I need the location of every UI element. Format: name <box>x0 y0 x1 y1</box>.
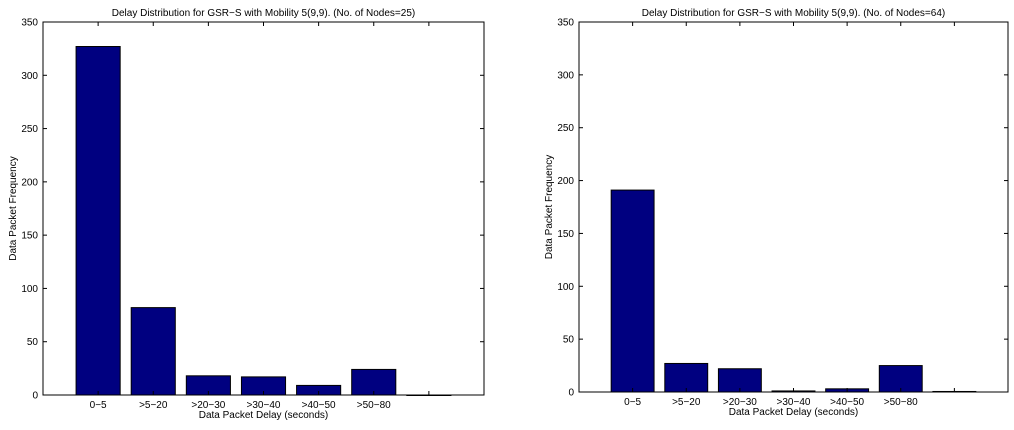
y-tick-label: 200 <box>557 176 574 187</box>
y-tick-label: 250 <box>21 124 38 135</box>
chart-title: Delay Distribution for GSR−S with Mobili… <box>112 8 415 19</box>
y-tick-label: 250 <box>557 123 574 134</box>
x-tick-label: 0−5 <box>90 400 107 411</box>
y-axis-label: Data Packet Frequency <box>8 156 19 261</box>
x-tick-label: >40−50 <box>302 400 336 411</box>
y-tick-label: 300 <box>21 71 38 82</box>
y-tick-label: 100 <box>557 282 574 293</box>
x-tick-label: >20−30 <box>723 397 757 408</box>
chart-left: 0 50 100 150 200 250 300 350 0−5 >5−20 >20−30 >30−4… <box>0 0 490 430</box>
y-tick-label: 0 <box>32 391 38 402</box>
y-tick-label: 50 <box>27 337 39 348</box>
x-tick-label: >20−30 <box>191 400 225 411</box>
bar-5 <box>878 365 923 393</box>
y-tick-label: 0 <box>568 388 574 399</box>
x-tick-label: >50−80 <box>357 400 391 411</box>
y-tick-label: 350 <box>21 18 38 29</box>
x-tick-label: >30−40 <box>247 400 281 411</box>
bar-0 <box>610 189 655 393</box>
x-tick-label: >5−20 <box>139 400 168 411</box>
y-tick-label: 300 <box>557 70 574 81</box>
chart-title: Delay Distribution for GSR−S with Mobili… <box>642 8 945 19</box>
bar-5 <box>351 368 397 396</box>
y-tick-label: 350 <box>557 18 574 29</box>
x-tick-label: >30−40 <box>777 397 811 408</box>
bar-1 <box>664 362 709 393</box>
bar-0 <box>75 46 121 396</box>
y-tick-label: 50 <box>563 335 575 346</box>
x-tick-label: >5−20 <box>672 397 701 408</box>
chart-left-svg: 0 50 100 150 200 250 300 350 0−5 >5−20 >20−30 >30−4… <box>8 8 485 421</box>
y-tick-label: 200 <box>21 177 38 188</box>
x-axis-label: Data Packet Delay (seconds) <box>729 407 859 418</box>
bar-1 <box>130 307 176 396</box>
x-tick-label: 0−5 <box>624 397 641 408</box>
y-axis-label: Data Packet Frequency <box>544 155 555 260</box>
chart-right-svg: 0 50 100 150 200 250 300 350 0−5 >5−20 >20−30 >30−4… <box>544 8 1009 418</box>
chart-right: 0 50 100 150 200 250 300 350 0−5 >5−20 >20−30 >30−4… <box>540 0 1014 430</box>
x-tick-label: >50−80 <box>884 397 918 408</box>
x-axis-label: Data Packet Delay (seconds) <box>199 410 329 421</box>
y-tick-label: 150 <box>557 229 574 240</box>
x-tick-label: >40−50 <box>830 397 864 408</box>
y-tick-label: 150 <box>21 231 38 242</box>
y-tick-label: 100 <box>21 284 38 295</box>
